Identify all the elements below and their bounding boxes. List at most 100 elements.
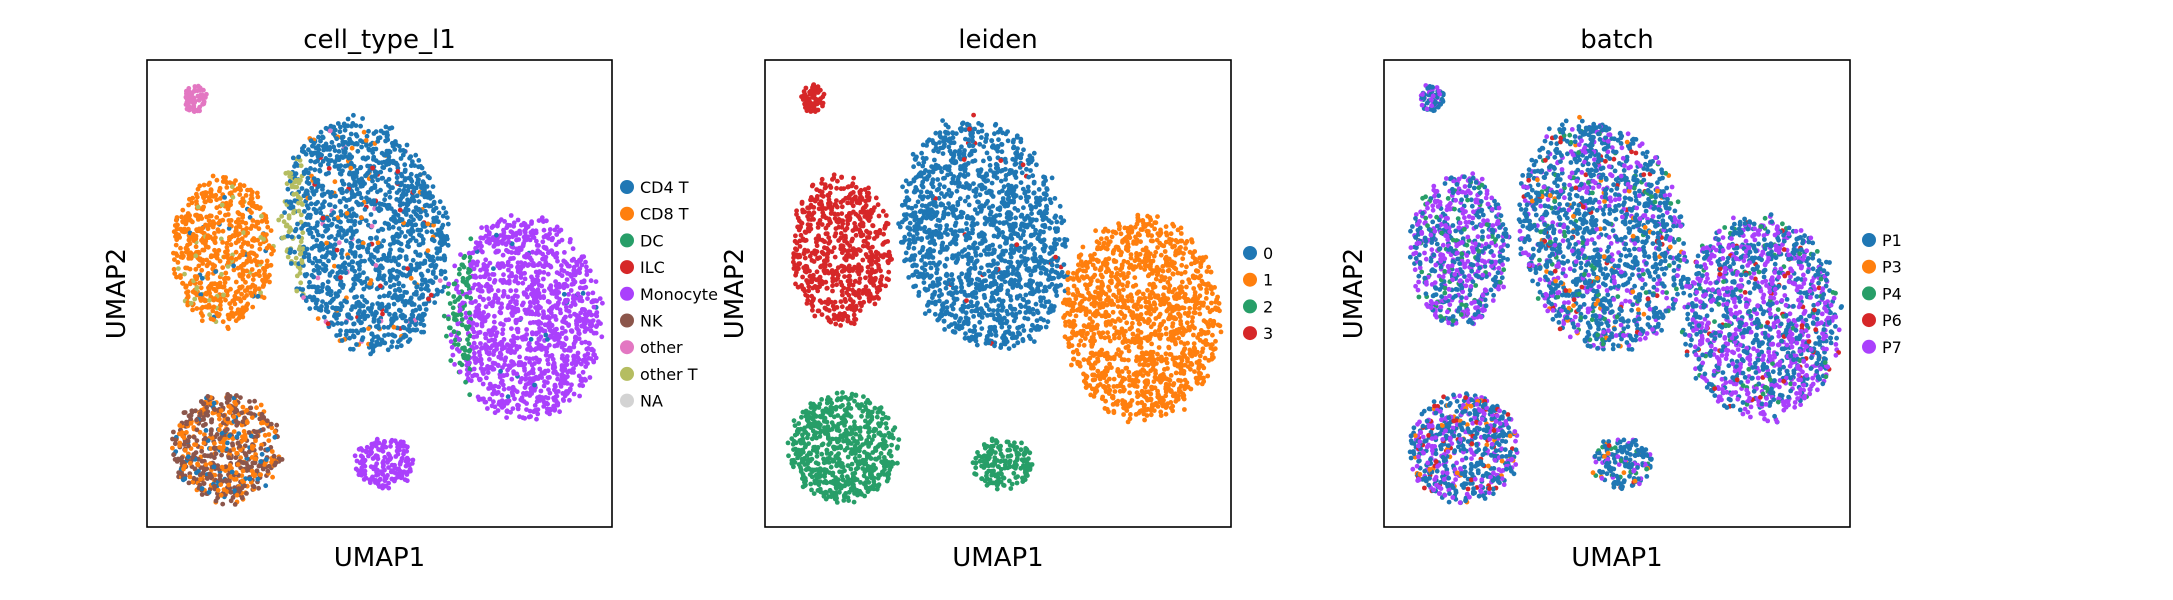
data-point xyxy=(538,388,544,394)
data-point xyxy=(527,344,533,350)
legend-label: CD4 T xyxy=(640,178,689,197)
data-point xyxy=(197,108,203,114)
data-point xyxy=(216,312,222,317)
data-point xyxy=(371,131,377,136)
data-point xyxy=(297,270,303,276)
data-point xyxy=(529,291,535,297)
data-point xyxy=(495,288,501,294)
data-point xyxy=(368,212,374,217)
data-point xyxy=(245,301,251,307)
data-point xyxy=(226,312,232,318)
data-point xyxy=(580,316,586,322)
data-point xyxy=(188,98,194,104)
data-point xyxy=(407,272,413,277)
data-point xyxy=(562,342,567,348)
data-point xyxy=(243,193,249,198)
data-point xyxy=(491,272,497,277)
data-point xyxy=(325,285,330,290)
legend-item: NA xyxy=(620,392,663,411)
data-point xyxy=(331,144,337,150)
data-point xyxy=(241,230,247,236)
data-point xyxy=(186,480,192,486)
data-point xyxy=(186,226,191,232)
data-point xyxy=(399,193,405,199)
data-point xyxy=(394,219,400,224)
data-point xyxy=(422,194,428,200)
data-point xyxy=(231,267,237,273)
data-point xyxy=(499,301,504,307)
data-point xyxy=(221,413,227,418)
data-point xyxy=(363,218,369,224)
data-point xyxy=(526,371,532,376)
data-point xyxy=(377,476,383,482)
data-point xyxy=(255,476,261,482)
data-point xyxy=(506,267,511,273)
data-point xyxy=(302,272,308,278)
data-point xyxy=(991,308,996,313)
data-point xyxy=(248,226,254,231)
data-point xyxy=(419,293,425,299)
data-point xyxy=(549,248,554,254)
legend-item: DC xyxy=(620,231,664,250)
data-point xyxy=(370,302,375,308)
data-point xyxy=(450,311,456,317)
data-point xyxy=(189,409,195,415)
data-point xyxy=(441,253,447,259)
data-point xyxy=(240,276,246,282)
data-point xyxy=(194,191,199,197)
data-point xyxy=(217,436,223,442)
data-point xyxy=(512,350,517,355)
data-point xyxy=(543,352,549,358)
data-point xyxy=(247,399,252,404)
data-point xyxy=(462,348,468,353)
data-point xyxy=(500,327,506,332)
data-point xyxy=(318,206,323,212)
data-point xyxy=(309,272,315,278)
data-point xyxy=(214,177,220,183)
data-point xyxy=(445,221,451,227)
data-point xyxy=(506,386,512,391)
data-point xyxy=(198,310,204,316)
data-point xyxy=(409,302,415,307)
data-point xyxy=(217,210,223,216)
data-point xyxy=(355,311,361,316)
data-point xyxy=(217,258,223,264)
data-point xyxy=(359,144,364,150)
data-point xyxy=(591,358,596,364)
data-point xyxy=(1049,220,1054,226)
data-point xyxy=(172,271,178,276)
data-point xyxy=(353,273,359,279)
data-point xyxy=(247,215,253,220)
data-point xyxy=(497,309,503,315)
data-point xyxy=(559,330,565,336)
data-point xyxy=(549,328,554,334)
data-point xyxy=(547,227,553,232)
data-point xyxy=(350,333,356,339)
data-point xyxy=(988,168,993,173)
data-point xyxy=(524,237,529,243)
data-point xyxy=(1042,224,1048,230)
data-point xyxy=(527,311,533,317)
data-point xyxy=(319,152,324,158)
data-point xyxy=(297,251,303,257)
data-point xyxy=(270,474,275,480)
data-point xyxy=(405,327,411,332)
data-point xyxy=(207,283,213,289)
data-point xyxy=(337,198,343,204)
data-point xyxy=(399,217,405,223)
data-point xyxy=(375,301,381,306)
data-point xyxy=(1025,184,1031,190)
data-point xyxy=(425,174,431,179)
data-point xyxy=(350,232,356,237)
data-point xyxy=(204,405,210,410)
data-point xyxy=(407,155,412,161)
data-point xyxy=(307,294,313,300)
data-point xyxy=(431,222,436,228)
data-point xyxy=(230,314,236,319)
data-point xyxy=(302,209,307,214)
data-point xyxy=(241,183,247,189)
data-point xyxy=(443,210,449,216)
data-point xyxy=(463,310,469,316)
data-point xyxy=(254,468,260,474)
data-point xyxy=(579,340,585,346)
